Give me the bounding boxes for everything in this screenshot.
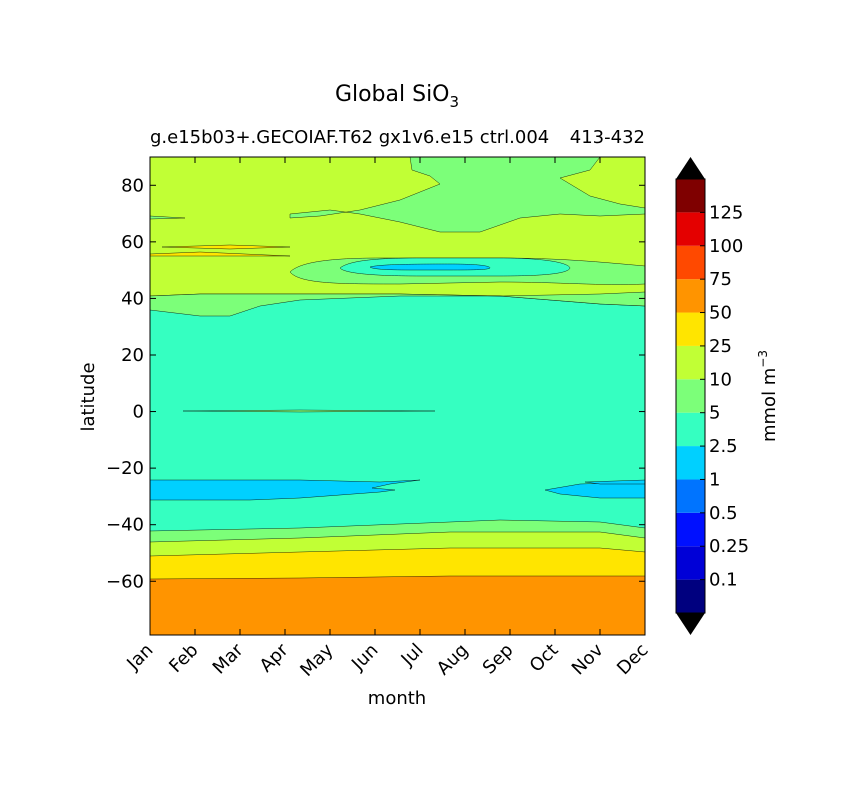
patch-south-subtropic-east [544, 481, 645, 499]
band-north-2p5-5 [150, 291, 645, 317]
x-tick-label: Jun [347, 640, 382, 675]
colorbar-tick-label: 0.5 [709, 503, 738, 524]
colorbar-segment [676, 379, 705, 413]
colorbar-tick-label: 0.25 [709, 536, 749, 557]
x-tick-label: Aug [433, 640, 473, 680]
colorbar-tick-label: 0.1 [709, 570, 738, 591]
colorbar-segment [676, 512, 705, 547]
y-tick-label: 20 [121, 345, 144, 366]
band-south-25-50 [150, 575, 645, 635]
patch-north-core [369, 263, 491, 271]
chart-subtitle: g.e15b03+.GECOIAF.T62 gx1v6.e15 ctrl.004 [150, 127, 549, 148]
x-tick-label: Apr [256, 639, 293, 676]
x-axis-label: month [368, 688, 426, 709]
x-tick-label: May [296, 639, 337, 680]
colorbar-segment [676, 546, 705, 580]
plot-frame [149, 156, 646, 636]
y-axis-label: latitude [78, 362, 99, 431]
x-tick-label: Nov [568, 639, 608, 679]
colorbar-segment [676, 279, 705, 313]
colorbar-tick-label: 50 [709, 303, 732, 324]
colorbar-extend-under [676, 613, 705, 635]
colorbar-segment [676, 179, 705, 213]
x-tick-label: Dec [613, 640, 652, 679]
colorbar-tick-label: 25 [709, 336, 732, 357]
x-tick-label: Mar [209, 639, 248, 678]
streak-north-57 [161, 244, 291, 250]
y-tick-label: 0 [133, 402, 144, 423]
x-tick-label: Jul [397, 640, 428, 671]
patch-arctic [289, 157, 645, 233]
colorbar-tick-label: 75 [709, 269, 732, 290]
y-tick-label: −20 [106, 458, 144, 479]
colorbar-tick-label: 1 [709, 469, 720, 490]
y-tick-label: 40 [121, 288, 144, 309]
colorbar-tick-label: 100 [709, 236, 743, 257]
colorbar-tick-label: 5 [709, 403, 720, 424]
x-tick-label: Sep [479, 640, 518, 679]
colorbar: 0.1 0.25 0.5 1 2.5 5 10 25 50 75 100 125 [675, 157, 749, 635]
chart-title: Global SiO3 [335, 82, 459, 111]
y-tick-label: 60 [121, 232, 144, 253]
colorbar-tick-label: 10 [709, 369, 732, 390]
colorbar-frame [675, 178, 706, 614]
colorbar-segment [676, 212, 705, 246]
colorbar-segment [676, 579, 705, 613]
x-tick-label: Feb [165, 640, 202, 677]
colorbar-tick-label: 125 [709, 202, 743, 223]
plot-area [150, 157, 645, 635]
y-tick-label: −60 [106, 571, 144, 592]
x-tick-label: Oct [526, 640, 563, 677]
patch-south-subtropic-west [150, 479, 421, 501]
colorbar-extend-over [676, 157, 705, 179]
colorbar-segment [676, 446, 705, 480]
colorbar-tick-label: 2.5 [709, 436, 738, 457]
colorbar-segment [676, 312, 705, 346]
colorbar-segment [676, 245, 705, 280]
colorbar-segment [676, 412, 705, 447]
colorbar-segment [676, 345, 705, 380]
y-tick-label: 80 [121, 175, 144, 196]
y-tick-label: −40 [106, 515, 144, 536]
chart-subtitle-years: 413-432 [570, 127, 645, 148]
colorbar-segment [676, 479, 705, 513]
streak-north-55 [150, 251, 291, 257]
x-tick-label: Jan [122, 640, 157, 675]
y-axis: −60 −40 −20 0 20 40 60 80 [106, 175, 645, 592]
streak-north-68 [150, 215, 186, 220]
equator-streak [182, 409, 436, 413]
colorbar-label: mmol m−3 [756, 350, 780, 442]
patch-south-subtropic-east-inner [584, 479, 645, 485]
